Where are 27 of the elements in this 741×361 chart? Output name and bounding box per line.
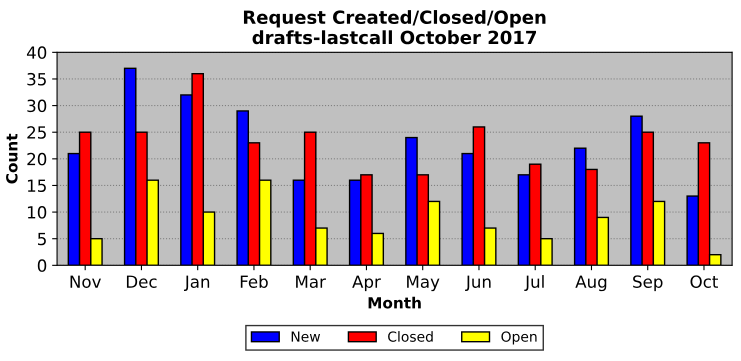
x-tick-label: Dec — [126, 276, 157, 288]
x-tick-label: Jan — [184, 276, 210, 292]
x-tick-label: Nov — [70, 276, 101, 288]
x-tick-label: Apr — [352, 276, 381, 292]
y-tick-label: 40 — [26, 46, 46, 59]
x-tick-label: Jul — [524, 275, 544, 292]
x-tick-label: Jun — [465, 276, 491, 292]
y-tick-label: 5 — [38, 232, 46, 246]
x-tick-label: Sep — [633, 275, 663, 292]
x-axis-title: Month — [368, 296, 421, 309]
x-tick-label: Feb — [240, 275, 268, 288]
x-tick-label: Aug — [575, 276, 606, 292]
chart-title: Request Created/Closed/Open drafts-lastcall October 2017 — [244, 10, 546, 44]
y-tick-label: 30 — [27, 100, 46, 112]
x-tick-label: May — [407, 276, 440, 292]
x-tick-label: Oct — [690, 275, 718, 288]
legend-label: New — [292, 332, 320, 342]
y-tick-label: 15 — [28, 180, 46, 192]
y-tick-label: 10 — [28, 206, 46, 219]
x-tick-label: Mar — [296, 276, 326, 288]
y-tick-label: 25 — [27, 126, 46, 139]
y-axis-title: Count — [6, 134, 18, 184]
legend-label: Closed — [388, 331, 433, 342]
y-tick-label: 20 — [27, 152, 46, 166]
legend-label: Open — [501, 331, 537, 345]
y-tick-label: 0 — [38, 259, 46, 272]
y-tick-label: 35 — [27, 72, 46, 86]
